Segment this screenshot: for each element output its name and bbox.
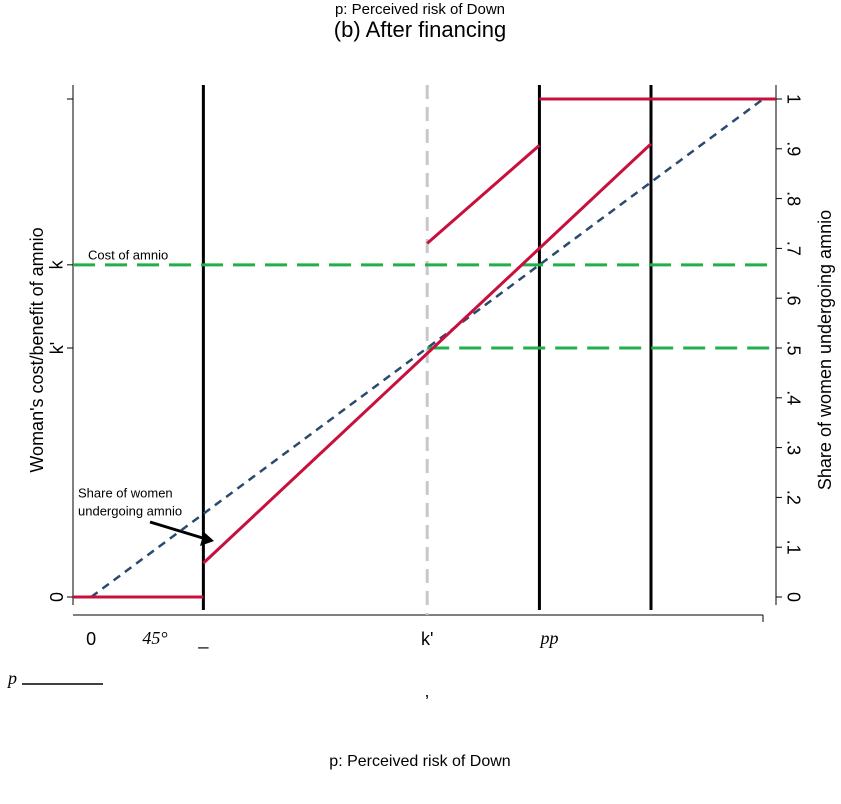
y2-tick-label: .7 (783, 241, 803, 256)
chart-title: (b) After financing (334, 17, 506, 42)
y2-tick-label: .5 (783, 340, 803, 355)
y2-tick-label: .6 (783, 291, 803, 306)
annotation: undergoing amnio (78, 503, 182, 518)
y2-tick-label: .4 (783, 390, 803, 405)
y2-tick-label: 0 (783, 592, 803, 602)
arrow (149, 520, 207, 541)
y-tick-label: k' (47, 342, 67, 354)
y2-tick-label: .3 (783, 440, 803, 455)
line-series (426, 144, 541, 245)
annotation: ’ (425, 692, 429, 712)
line-series (202, 142, 653, 565)
y2-tick-label: .1 (783, 540, 803, 555)
y2-tick-label: 1 (783, 94, 803, 104)
y2-tick-label: .8 (783, 191, 803, 206)
annotation: Cost of amnio (88, 247, 168, 262)
x-tick-label: _ (197, 629, 209, 650)
y2-tick-label: .2 (783, 490, 803, 505)
x-tick-label: 45° (142, 628, 167, 648)
annotation: p (6, 668, 17, 688)
y-tick-label: k (47, 259, 67, 269)
y-tick-label: 0 (47, 592, 67, 602)
x-tick-label: k' (421, 629, 433, 649)
top-cut-label: p: Perceived risk of Down (335, 1, 505, 18)
annotation: Share of women (78, 485, 173, 500)
x-tick-label: 0 (86, 629, 96, 649)
y2-axis-title: Share of women undergoing amnio (815, 210, 835, 490)
x-axis-title: p: Perceived risk of Down (329, 753, 510, 770)
y-axis-title: Woman's cost/benefit of amnio (27, 227, 47, 472)
y2-tick-label: .9 (783, 141, 803, 156)
x-tick-label: pp (539, 628, 559, 648)
